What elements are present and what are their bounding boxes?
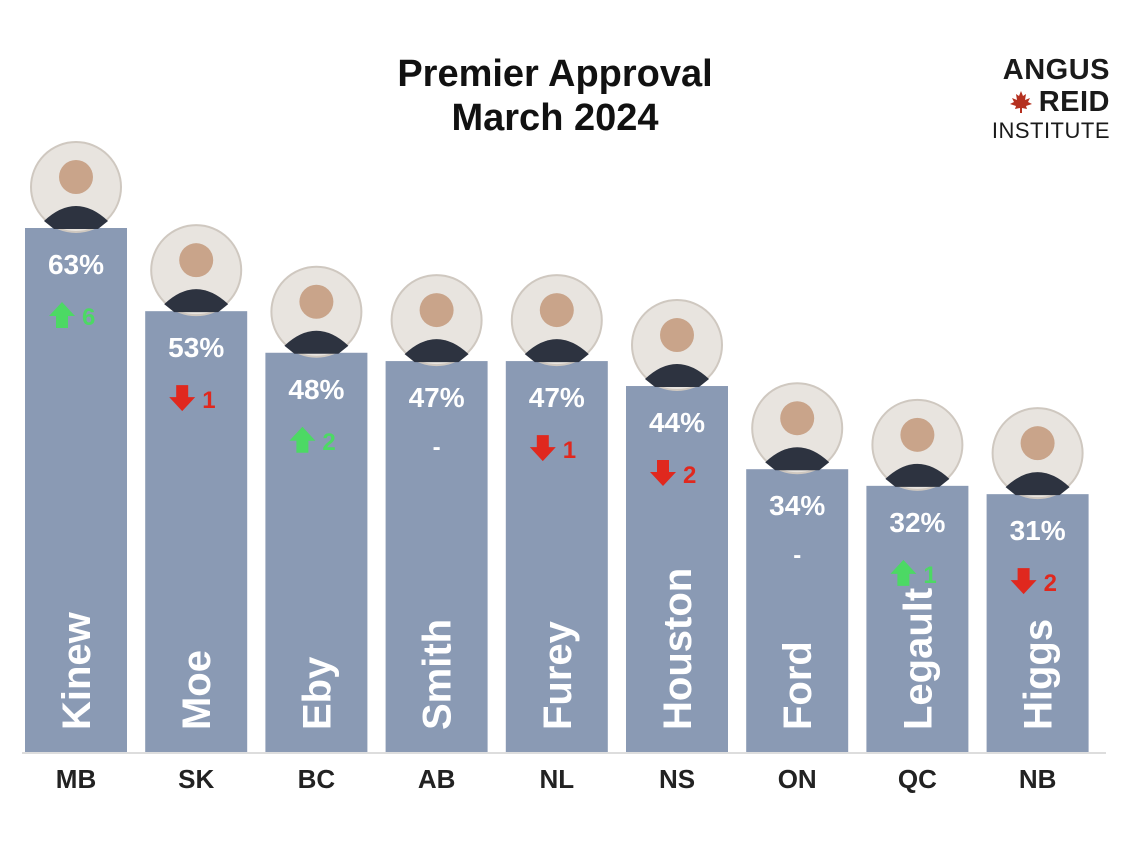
change-label: 2	[322, 429, 335, 456]
province-label: NL	[539, 764, 574, 794]
bar-mb	[25, 228, 127, 752]
chart-title: Premier Approval March 2024	[300, 52, 810, 140]
photo-face	[900, 417, 935, 452]
photo-shoulders	[44, 206, 108, 229]
photo-face	[419, 293, 454, 328]
province-label: NS	[659, 764, 695, 794]
value-label: 31%	[1010, 515, 1066, 546]
photo-shoulders	[765, 447, 830, 471]
province-label: QC	[898, 764, 937, 794]
premier-name: Higgs	[1017, 619, 1061, 730]
photo-shoulders	[284, 330, 349, 354]
logo-line-1: ANGUS	[1002, 54, 1110, 86]
change-label: -	[793, 542, 801, 569]
province-label: ON	[778, 764, 817, 794]
value-label: 47%	[409, 382, 465, 413]
change-label: -	[433, 434, 441, 461]
change-label: 2	[683, 462, 696, 489]
photo-face	[780, 401, 815, 436]
province-label: NB	[1019, 764, 1057, 794]
change-label: 6	[82, 304, 95, 331]
photo-face	[179, 243, 214, 278]
arrow-up-icon	[289, 426, 316, 453]
premier-name: Ford	[776, 641, 820, 730]
province-label: SK	[178, 764, 214, 794]
change-label: 2	[1044, 570, 1057, 597]
change-label: 1	[923, 562, 936, 589]
logo-line-3: INSTITUTE	[991, 118, 1110, 143]
logo-line-2-wrap: REID	[950, 86, 1110, 118]
value-label: 44%	[649, 407, 705, 438]
angus-reid-logo: ANGUS REID INSTITUTE	[950, 54, 1110, 144]
value-label: 48%	[288, 374, 344, 405]
change-label: 1	[202, 387, 215, 414]
premier-name: Moe	[175, 650, 219, 730]
premier-name: Smith	[416, 619, 460, 730]
value-label: 53%	[168, 332, 224, 363]
photo-face	[539, 293, 574, 328]
premier-name: Eby	[295, 656, 339, 730]
arrow-down-icon	[529, 435, 556, 462]
arrow-down-icon	[1010, 568, 1037, 595]
value-label: 32%	[889, 507, 945, 538]
change-label: 1	[563, 437, 576, 464]
photo-shoulders	[885, 463, 950, 487]
province-label: AB	[418, 764, 456, 794]
premier-name: Kinew	[55, 611, 99, 730]
value-label: 47%	[529, 382, 585, 413]
photo-face	[59, 160, 93, 194]
bar-bc	[265, 352, 368, 752]
arrow-down-icon	[650, 460, 676, 487]
bar-sk	[145, 311, 248, 752]
bar-nb	[986, 494, 1089, 752]
arrow-up-icon	[890, 559, 917, 586]
bar-ab	[385, 361, 488, 752]
premier-name: Legault	[896, 588, 940, 730]
province-label: BC	[298, 764, 336, 794]
bar-ns	[626, 386, 728, 752]
arrow-down-icon	[169, 385, 196, 412]
photo-face	[1020, 426, 1055, 461]
bar-qc	[866, 485, 969, 752]
photo-face	[299, 284, 334, 319]
arrow-up-icon	[49, 302, 75, 328]
photo-shoulders	[645, 364, 709, 388]
photo-face	[660, 318, 694, 353]
maple-leaf-icon	[1009, 91, 1032, 113]
bar-nl	[505, 361, 608, 752]
photo-shoulders	[404, 339, 469, 363]
bar-on	[746, 469, 849, 752]
premier-name: Houston	[656, 568, 700, 730]
value-label: 63%	[48, 249, 104, 280]
photo-shoulders	[524, 339, 589, 363]
logo-line-2: REID	[1038, 86, 1110, 118]
photo-shoulders	[1005, 472, 1070, 496]
province-label: MB	[56, 764, 96, 794]
premier-name: Furey	[536, 620, 580, 730]
title-line-2: March 2024	[451, 97, 659, 139]
title-line-1: Premier Approval	[397, 53, 713, 95]
value-label: 34%	[769, 490, 825, 521]
photo-shoulders	[164, 289, 229, 313]
